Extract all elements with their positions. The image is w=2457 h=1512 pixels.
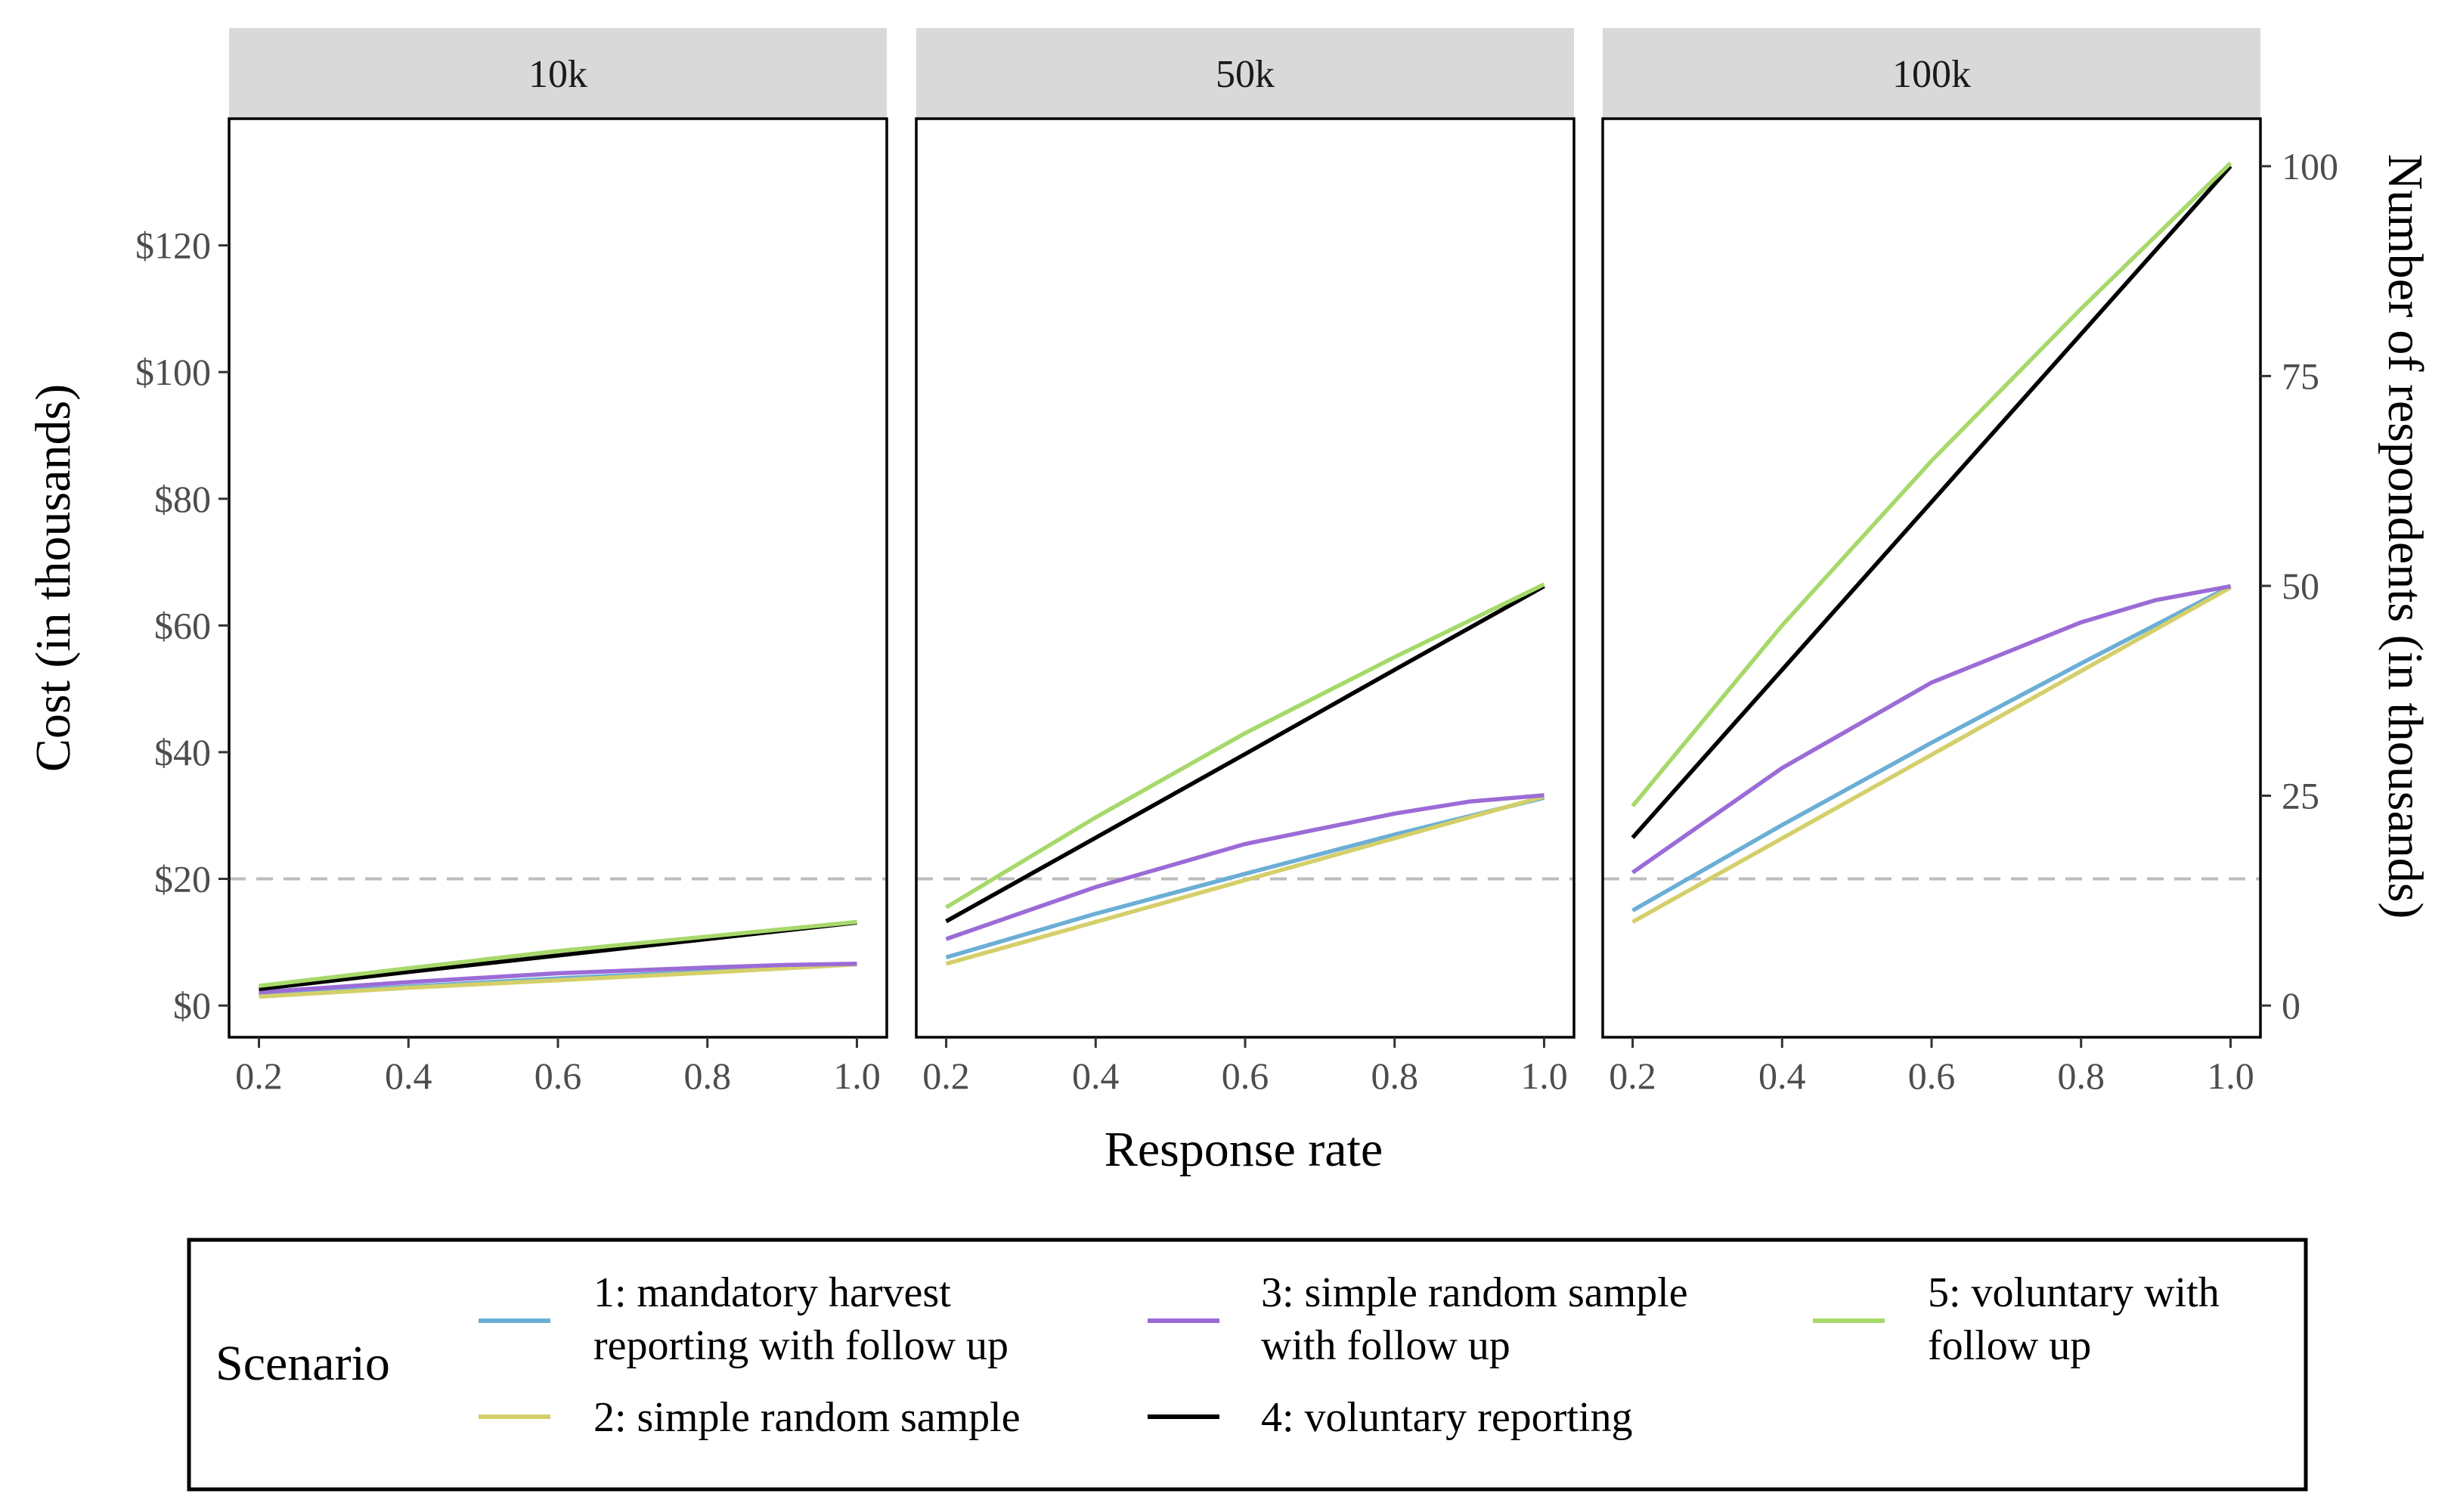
series-line: [259, 919, 857, 988]
y-tick-label: $80: [154, 478, 211, 520]
legend-label: 3: simple random sample: [1261, 1269, 1688, 1316]
plot-area: [1603, 119, 2260, 1037]
y-tick-label: $60: [154, 604, 211, 646]
x-tick-label: 0.2: [235, 1055, 283, 1097]
facet-strip-label: 100k: [1892, 53, 1971, 96]
x-tick-label: 0.4: [1072, 1055, 1120, 1097]
facet-panel-50k: 50k 0.2 0.4 0.6 0.8 1.0: [915, 28, 1576, 1097]
y-tick-label: $40: [154, 731, 211, 773]
facet-strip: [1603, 28, 2260, 119]
y-right-tick-label: 25: [2282, 775, 2319, 817]
x-tick-label: 0.8: [2057, 1055, 2105, 1097]
series-line: [945, 584, 1545, 924]
legend-item: 4: voluntary reporting: [1148, 1394, 1632, 1441]
y-right-tick-label: 75: [2282, 355, 2319, 397]
legend-label: 2: simple random sample: [593, 1394, 1021, 1441]
x-tick-label: 0.8: [683, 1055, 731, 1097]
series-line: [1631, 584, 2232, 912]
series-line: [1631, 585, 2232, 924]
x-axis-title: Response rate: [1105, 1122, 1383, 1177]
series-line: [1631, 161, 2232, 807]
series-line: [945, 582, 1545, 909]
plot-area: [916, 119, 1574, 1037]
y-axis-right-title: Number of respondents (in thousands): [2378, 154, 2433, 919]
facet-strip: [916, 28, 1574, 119]
plot-area: [229, 119, 887, 1037]
legend-item: 1: mandatory harvest reporting with follo…: [479, 1269, 1009, 1369]
series-line: [945, 793, 1545, 941]
series-line: [1631, 164, 2232, 839]
legend: Scenario 1: mandatory harvest reporting wi…: [187, 1238, 2308, 1492]
x-tick-label: 0.8: [1371, 1055, 1418, 1097]
legend-label: follow up: [1928, 1322, 2091, 1369]
y-tick-label: $100: [135, 351, 211, 393]
facet-panel-10k: 10k 0.2 0.4 0.6 0.8 1.0: [228, 28, 888, 1097]
y-right-tick-label: 0: [2282, 984, 2301, 1027]
legend-box: [187, 1238, 2308, 1492]
legend-title: Scenario: [215, 1336, 390, 1391]
facet-strip-label: 10k: [528, 53, 587, 96]
x-tick-label: 0.2: [922, 1055, 970, 1097]
facet-panel-100k: 100k 0.2 0.4 0.6 0.8 1.0: [1601, 28, 2262, 1097]
legend-label: 5: voluntary with: [1928, 1269, 2220, 1316]
series-line: [1631, 584, 2232, 875]
series-line: [945, 794, 1545, 966]
legend-item: 5: voluntary with follow up: [1813, 1269, 2220, 1369]
y-right-tick-label: 50: [2282, 565, 2319, 607]
legend-item: 3: simple random sample with follow up: [1148, 1269, 1688, 1369]
y-tick-label: $120: [135, 225, 211, 267]
x-tick-label: 0.2: [1609, 1055, 1656, 1097]
x-tick-label: 0.4: [1758, 1055, 1806, 1097]
legend-label: with follow up: [1261, 1322, 1510, 1369]
x-tick-label: 1.0: [833, 1055, 881, 1097]
legend-label: 1: mandatory harvest: [593, 1269, 951, 1316]
x-tick-label: 0.6: [534, 1055, 582, 1097]
legend-label: 4: voluntary reporting: [1261, 1394, 1632, 1441]
legend-label: reporting with follow up: [593, 1322, 1009, 1369]
y-tick-label: $20: [154, 858, 211, 900]
y-axis-title: Cost (in thousands): [26, 384, 81, 772]
x-tick-label: 0.6: [1222, 1055, 1269, 1097]
x-tick-label: 0.6: [1908, 1055, 1956, 1097]
axes: $0 $20 $40 $60 $80 $100 $120 0 25 50 75 100 Response…: [26, 145, 2433, 1177]
x-tick-label: 1.0: [1520, 1055, 1568, 1097]
series-line: [259, 962, 857, 999]
x-tick-label: 0.4: [385, 1055, 432, 1097]
x-tick-label: 1.0: [2207, 1055, 2254, 1097]
y-right-tick-label: 100: [2282, 145, 2338, 187]
legend-item: 2: simple random sample: [479, 1394, 1021, 1441]
facet-strip: [229, 28, 887, 119]
series-line: [259, 962, 857, 995]
y-tick-label: $0: [173, 984, 211, 1027]
facet-strip-label: 50k: [1216, 53, 1275, 96]
